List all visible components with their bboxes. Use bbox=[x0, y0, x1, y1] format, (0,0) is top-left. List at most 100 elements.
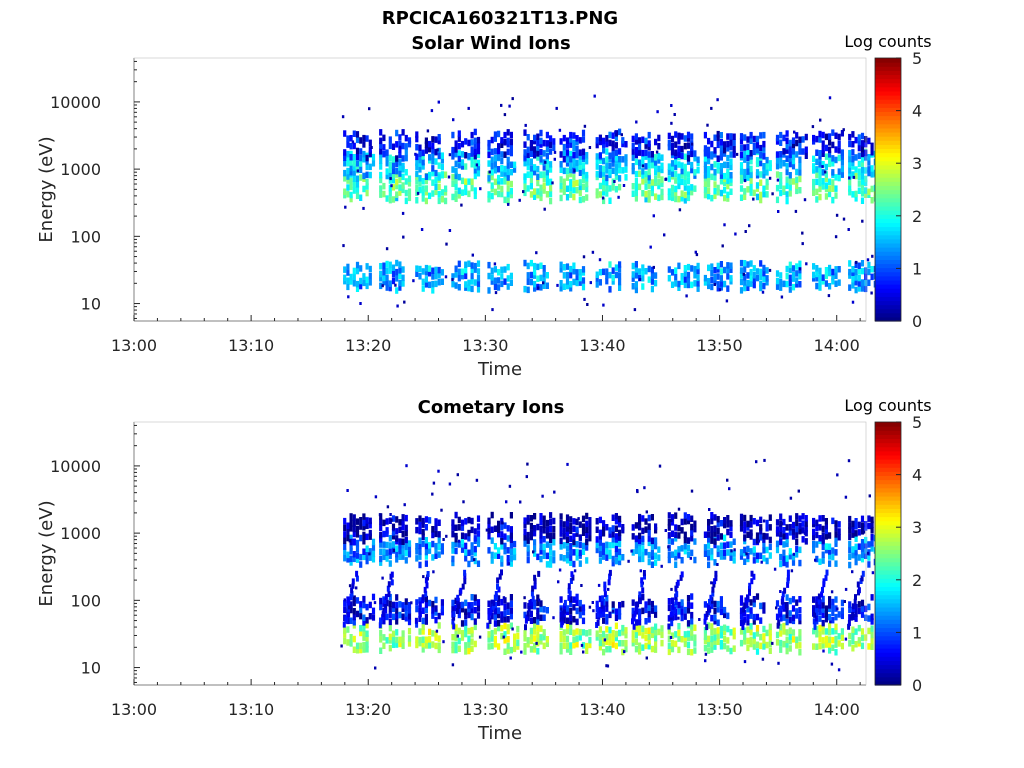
heatmap-cell bbox=[851, 551, 855, 559]
heatmap-cell bbox=[418, 175, 422, 182]
heatmap-cell bbox=[388, 261, 392, 269]
heatmap-cell bbox=[686, 595, 691, 602]
heatmap-cell bbox=[686, 634, 691, 641]
heatmap-cell bbox=[602, 630, 606, 638]
heatmap-cell bbox=[578, 549, 582, 557]
heatmap-cell bbox=[539, 543, 543, 551]
heatmap-cell bbox=[683, 613, 687, 620]
heatmap-cell bbox=[683, 197, 687, 204]
heatmap-cell bbox=[710, 581, 713, 585]
heatmap-cell bbox=[440, 189, 444, 196]
heatmap-cell bbox=[854, 268, 858, 276]
heatmap-cell bbox=[421, 521, 425, 528]
heatmap-cell bbox=[813, 623, 817, 630]
heatmap-cell bbox=[870, 625, 874, 632]
heatmap-cell bbox=[812, 183, 816, 191]
heatmap-cell bbox=[402, 235, 405, 239]
heatmap-cell bbox=[352, 530, 356, 538]
heatmap-cell bbox=[683, 179, 687, 186]
heatmap-cell bbox=[768, 514, 772, 521]
heatmap-cell bbox=[588, 605, 592, 609]
heatmap-cells bbox=[341, 94, 881, 312]
heatmap-cell bbox=[545, 640, 549, 647]
heatmap-cell bbox=[572, 596, 576, 603]
heatmap-cell bbox=[346, 135, 350, 142]
heatmap-cell bbox=[562, 150, 566, 157]
heatmap-cell bbox=[670, 194, 675, 202]
heatmap-cell bbox=[565, 642, 570, 649]
heatmap-cell bbox=[395, 167, 399, 175]
heatmap-cell bbox=[379, 617, 383, 624]
heatmap-cell bbox=[362, 548, 366, 555]
heatmap-cell bbox=[782, 518, 786, 526]
heatmap-cell bbox=[440, 172, 444, 179]
heatmap-cell bbox=[503, 113, 507, 117]
heatmap-cell bbox=[533, 193, 537, 200]
heatmap-cell bbox=[506, 624, 510, 631]
heatmap-cell bbox=[407, 613, 412, 620]
heatmap-cell bbox=[821, 619, 825, 627]
heatmap-cell bbox=[454, 140, 458, 147]
heatmap-cell bbox=[565, 167, 570, 175]
heatmap-cell bbox=[677, 629, 681, 637]
heatmap-cell bbox=[352, 169, 356, 176]
heatmap-cell bbox=[500, 273, 504, 280]
heatmap-cell bbox=[660, 180, 664, 188]
heatmap-cell bbox=[398, 134, 402, 141]
heatmap-cell bbox=[788, 178, 792, 185]
colorbar-segment bbox=[875, 267, 901, 273]
heatmap-cell bbox=[674, 177, 678, 184]
heatmap-cell bbox=[391, 636, 396, 643]
heatmap-cell bbox=[569, 614, 573, 621]
heatmap-cell bbox=[424, 147, 428, 154]
heatmap-cell bbox=[542, 629, 546, 636]
heatmap-cell bbox=[821, 642, 825, 649]
heatmap-cell bbox=[395, 155, 399, 162]
heatmap-cell bbox=[759, 273, 763, 281]
heatmap-cell bbox=[743, 660, 747, 664]
heatmap-cell bbox=[533, 635, 537, 642]
heatmap-cell bbox=[707, 536, 711, 543]
heatmap-cell bbox=[804, 133, 808, 141]
heatmap-cell bbox=[785, 602, 789, 609]
heatmap-cell bbox=[529, 632, 533, 640]
heatmap-cell bbox=[401, 542, 405, 549]
heatmap-cell bbox=[746, 524, 750, 531]
heatmap-cell bbox=[707, 151, 711, 159]
heatmap-cell bbox=[680, 599, 684, 606]
heatmap-cell bbox=[511, 627, 514, 631]
heatmap-cell bbox=[614, 157, 618, 164]
heatmap-cell bbox=[739, 549, 744, 556]
heatmap-cell bbox=[559, 642, 563, 650]
heatmap-cell bbox=[545, 168, 549, 176]
heatmap-cell bbox=[864, 273, 868, 280]
heatmap-cell bbox=[578, 605, 582, 612]
heatmap-cell bbox=[621, 524, 625, 531]
heatmap-cell bbox=[602, 165, 606, 173]
heatmap-cell bbox=[457, 637, 461, 645]
colorbar-segment bbox=[875, 574, 901, 579]
heatmap-cell bbox=[798, 148, 802, 155]
heatmap-cell bbox=[398, 145, 402, 149]
heatmap-cell bbox=[650, 156, 654, 163]
heatmap-cell bbox=[596, 611, 600, 618]
heatmap-cell bbox=[428, 547, 432, 554]
heatmap-cell bbox=[821, 274, 825, 281]
colorbar-tick-label: 1 bbox=[912, 623, 922, 642]
heatmap-cell bbox=[382, 190, 386, 198]
heatmap-cell bbox=[798, 607, 802, 614]
heatmap-cell bbox=[748, 586, 751, 593]
heatmap-cell bbox=[818, 615, 822, 622]
heatmap-cell bbox=[379, 176, 383, 184]
heatmap-cell bbox=[444, 197, 448, 205]
heatmap-cell bbox=[349, 548, 353, 555]
heatmap-cell bbox=[352, 273, 356, 281]
heatmap-cell bbox=[562, 527, 566, 535]
heatmap-cell bbox=[746, 136, 750, 143]
heatmap-cell bbox=[762, 190, 766, 198]
heatmap-cell bbox=[815, 282, 819, 290]
heatmap-cell bbox=[818, 185, 822, 193]
heatmap-cell bbox=[856, 581, 860, 588]
colorbar-segment bbox=[875, 438, 901, 444]
heatmap-cell bbox=[633, 308, 637, 312]
